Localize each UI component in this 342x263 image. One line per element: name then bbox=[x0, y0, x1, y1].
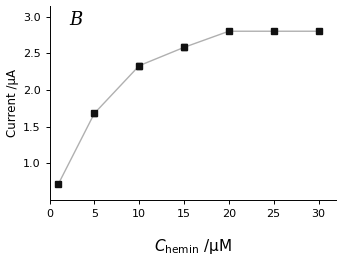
Y-axis label: Current /μA: Current /μA bbox=[5, 69, 18, 137]
Text: $C_{\mathrm{hemin}}$ /μM: $C_{\mathrm{hemin}}$ /μM bbox=[154, 237, 232, 256]
Text: B: B bbox=[69, 11, 83, 29]
